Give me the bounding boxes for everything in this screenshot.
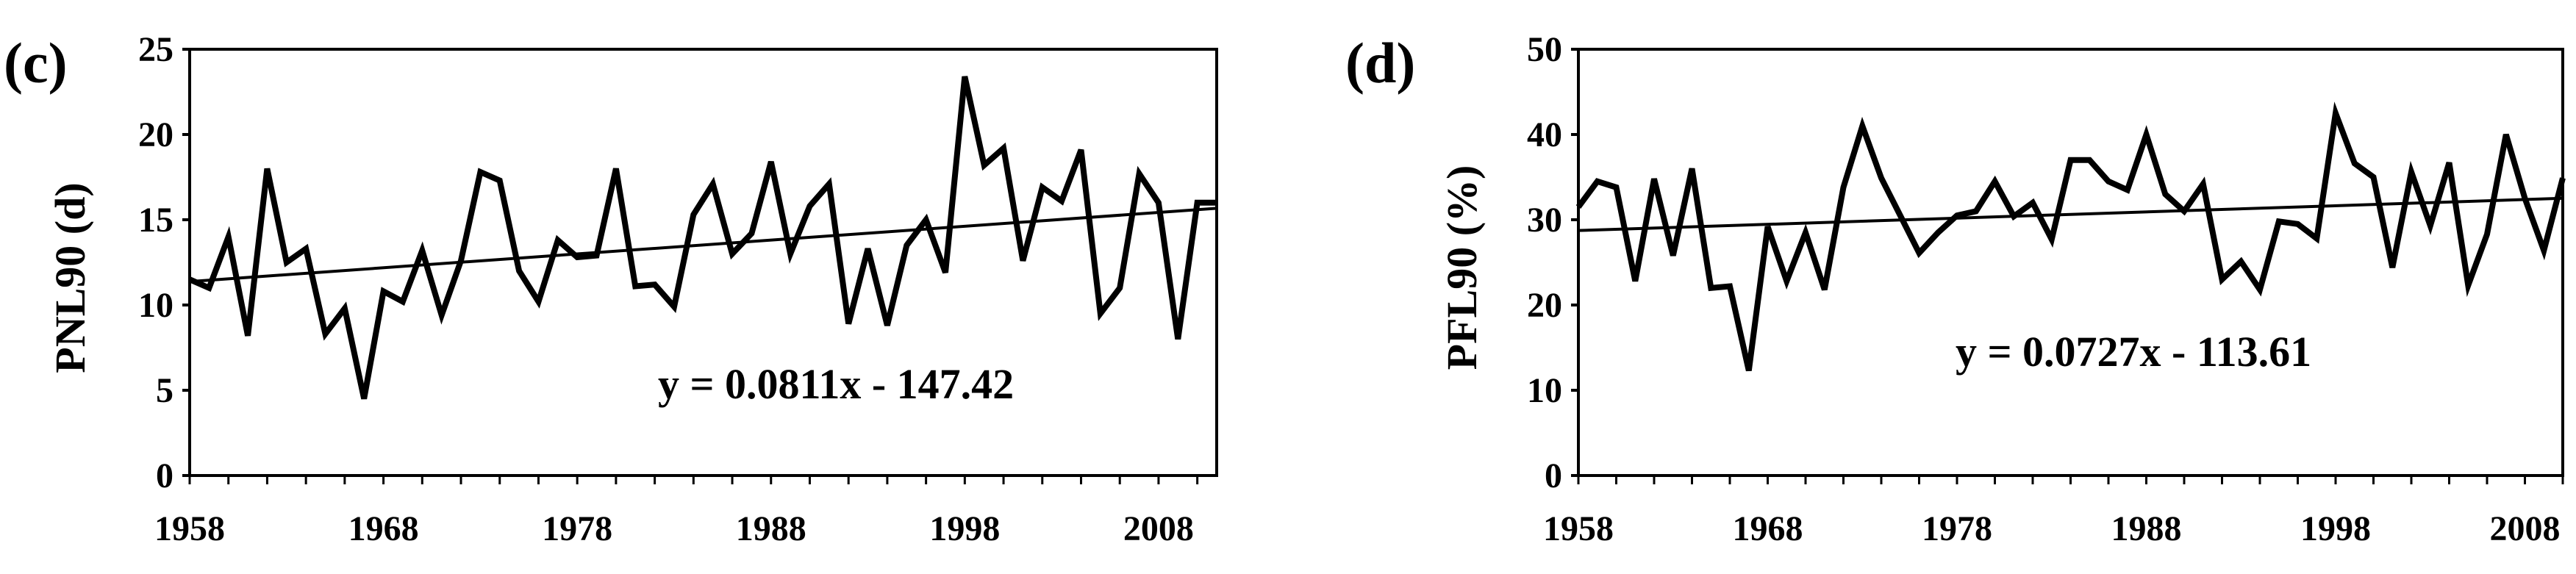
panel-c-trendline <box>189 207 1217 284</box>
panel-d-xtick-label: 2008 <box>2490 509 2561 548</box>
panel-c-series-line <box>188 76 1217 400</box>
panel-d-xtick-label: 1988 <box>2111 509 2182 548</box>
panel-d-xtick-label: 1968 <box>1733 509 1803 548</box>
panel-c-ytick-label: 25 <box>138 30 173 69</box>
panel-c-ytick-label: 15 <box>138 201 173 240</box>
panel-d-trendline <box>1578 196 2564 232</box>
panel-d-equation: y = 0.0727x - 113.61 <box>1956 328 2311 376</box>
panel-d-x-axis: 1958 1968 1978 1988 1998 2008 <box>1543 476 2564 548</box>
panel-c: (c) PNL90 (d) 0 5 10 15 20 25 1958 1968 1978 198… <box>4 30 1218 548</box>
panel-d-ytick-label: 40 <box>1527 115 1562 154</box>
panel-c-plot-frame <box>188 48 1218 477</box>
panel-c-ytick-label: 0 <box>156 456 173 495</box>
panel-d-series-line <box>1575 101 2566 372</box>
panel-d-xtick-label: 1998 <box>2300 509 2371 548</box>
panel-c-xtick-label: 1988 <box>736 509 806 548</box>
panel-d-label: (d) <box>1345 31 1415 95</box>
panel-d-y-axis: 0 10 20 30 40 50 <box>1527 30 1578 495</box>
panel-c-xtick-label: 2008 <box>1123 509 1194 548</box>
panel-c-xtick-label: 1998 <box>929 509 1000 548</box>
panel-c-ytick-label: 5 <box>156 371 173 410</box>
panel-d-ytick-label: 50 <box>1527 30 1562 69</box>
panel-c-ytick-label: 10 <box>138 286 173 325</box>
panel-d-ytick-label: 30 <box>1527 201 1562 240</box>
panel-d-xtick-label: 1978 <box>1922 509 1992 548</box>
panel-d-ytick-label: 0 <box>1545 456 1562 495</box>
panel-c-ylabel: PNL90 (d) <box>46 182 94 373</box>
panel-d-xtick-label: 1958 <box>1543 509 1614 548</box>
panel-d-ytick-label: 20 <box>1527 286 1562 325</box>
panel-c-x-axis: 1958 1968 1978 1988 1998 2008 <box>154 476 1199 548</box>
panel-d-plot-frame <box>1577 48 2564 477</box>
panel-c-label: (c) <box>4 31 68 95</box>
panel-d-ytick-label: 10 <box>1527 371 1562 410</box>
panel-c-equation: y = 0.0811x - 147.42 <box>658 360 1014 408</box>
panel-c-xtick-label: 1968 <box>348 509 419 548</box>
panel-c-xtick-label: 1978 <box>542 509 612 548</box>
panel-c-y-axis: 0 5 10 15 20 25 <box>138 30 190 495</box>
panel-c-xtick-label: 1958 <box>154 509 225 548</box>
panel-c-ytick-label: 20 <box>138 115 173 154</box>
panel-d-ylabel: PFL90 (%) <box>1438 165 1486 370</box>
